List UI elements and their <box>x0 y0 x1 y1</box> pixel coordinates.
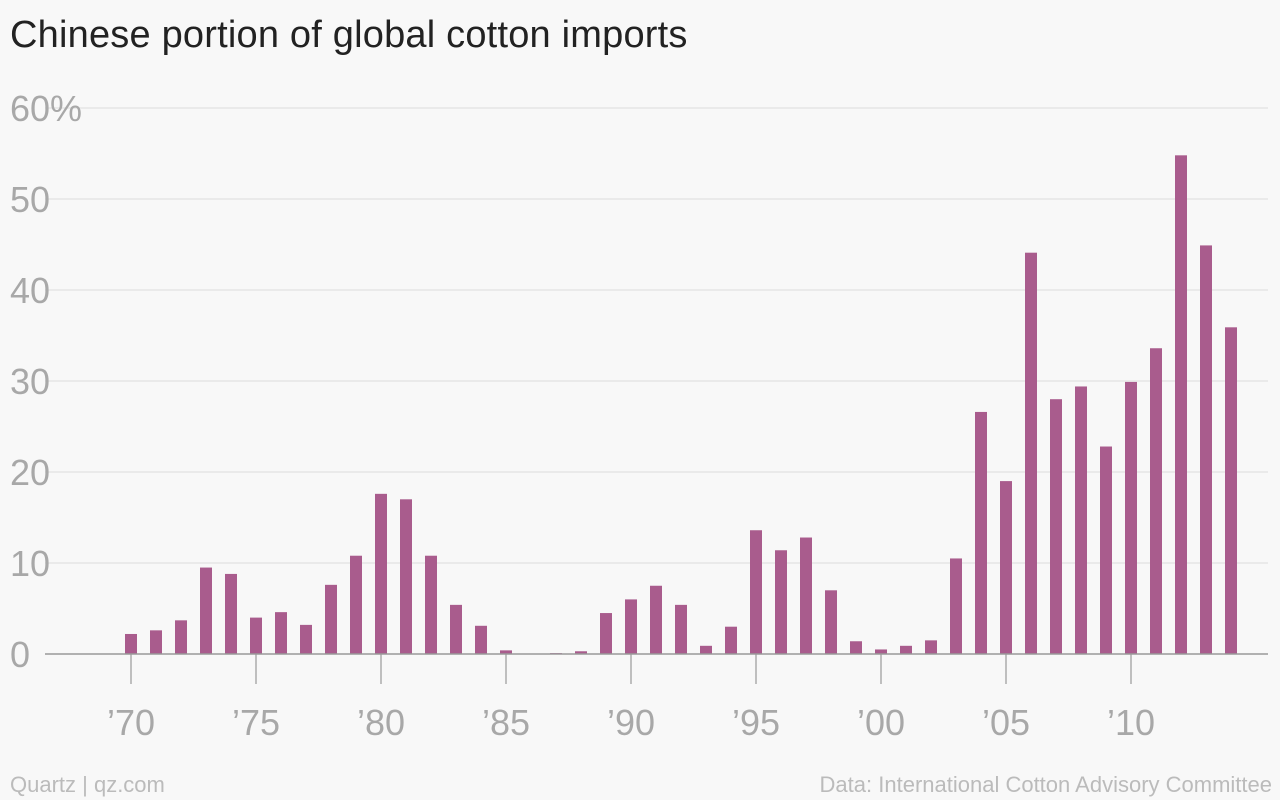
bar-2011 <box>1150 348 1162 654</box>
bar-2002 <box>925 640 937 654</box>
bar-1993 <box>700 645 712 654</box>
bar-1996 <box>775 550 787 654</box>
x-tick-label: ’75 <box>232 702 280 743</box>
x-tick-label: ’00 <box>857 702 905 743</box>
footer-source-brand: Quartz | qz.com <box>10 772 165 797</box>
bar-1978 <box>325 584 337 654</box>
bar-1972 <box>175 620 187 654</box>
bar-1977 <box>300 624 312 654</box>
y-axis-tick-labels: 0 10 20 30 40 50 60% <box>10 88 82 675</box>
bar-1981 <box>400 499 412 654</box>
y-tick-label: 60% <box>10 88 82 129</box>
bar-1971 <box>150 630 162 654</box>
bar-2003 <box>950 558 962 654</box>
x-tick-label: ’05 <box>982 702 1030 743</box>
y-tick-label: 40 <box>10 270 50 311</box>
x-tick-label: ’70 <box>107 702 155 743</box>
y-tick-label: 50 <box>10 179 50 220</box>
y-tick-label: 20 <box>10 452 50 493</box>
bar-1984 <box>475 625 487 654</box>
chart-title: Chinese portion of global cotton imports <box>10 14 688 56</box>
bar-1974 <box>225 573 237 654</box>
bar-2004 <box>975 411 987 654</box>
x-axis-ticks: ’70 ’75 ’80 ’85 ’90 ’95 ’00 ’05 ’10 <box>107 654 1155 743</box>
bar-1980 <box>375 493 387 654</box>
bar-2009 <box>1100 446 1112 654</box>
bar-1973 <box>200 567 212 654</box>
bar-2012 <box>1175 155 1187 654</box>
bar-1999 <box>850 641 862 654</box>
bar-1979 <box>350 555 362 654</box>
bar-2006 <box>1025 252 1037 654</box>
x-tick-label: ’80 <box>357 702 405 743</box>
bar-2000 <box>875 649 887 654</box>
bar-1997 <box>800 537 812 654</box>
x-tick-label: ’85 <box>482 702 530 743</box>
bar-1990 <box>625 599 637 654</box>
bar-2008 <box>1075 386 1087 654</box>
bar-2005 <box>1000 481 1012 654</box>
bar-1975 <box>250 617 262 654</box>
bar-1985 <box>500 650 512 654</box>
bar-1994 <box>725 626 737 654</box>
bar-1970 <box>125 633 137 654</box>
gridlines <box>45 107 1268 564</box>
bar-1982 <box>425 555 437 654</box>
bars <box>125 155 1237 654</box>
bar-2007 <box>1050 399 1062 654</box>
bar-2010 <box>1125 381 1137 654</box>
y-tick-label: 10 <box>10 543 50 584</box>
y-tick-label: 30 <box>10 361 50 402</box>
bar-1988 <box>575 651 587 654</box>
bar-1998 <box>825 590 837 654</box>
bar-1976 <box>275 612 287 654</box>
bar-1995 <box>750 530 762 654</box>
bar-1992 <box>675 604 687 654</box>
x-tick-label: ’95 <box>732 702 780 743</box>
x-tick-label: ’10 <box>1107 702 1155 743</box>
x-tick-label: ’90 <box>607 702 655 743</box>
bar-2014 <box>1225 327 1237 654</box>
bar-1983 <box>450 604 462 654</box>
bar-1989 <box>600 613 612 654</box>
bar-2013 <box>1200 245 1212 654</box>
bar-2001 <box>900 645 912 654</box>
bar-1991 <box>650 585 662 654</box>
footer-data-credit: Data: International Cotton Advisory Comm… <box>819 772 1272 797</box>
y-tick-label: 0 <box>10 634 30 675</box>
